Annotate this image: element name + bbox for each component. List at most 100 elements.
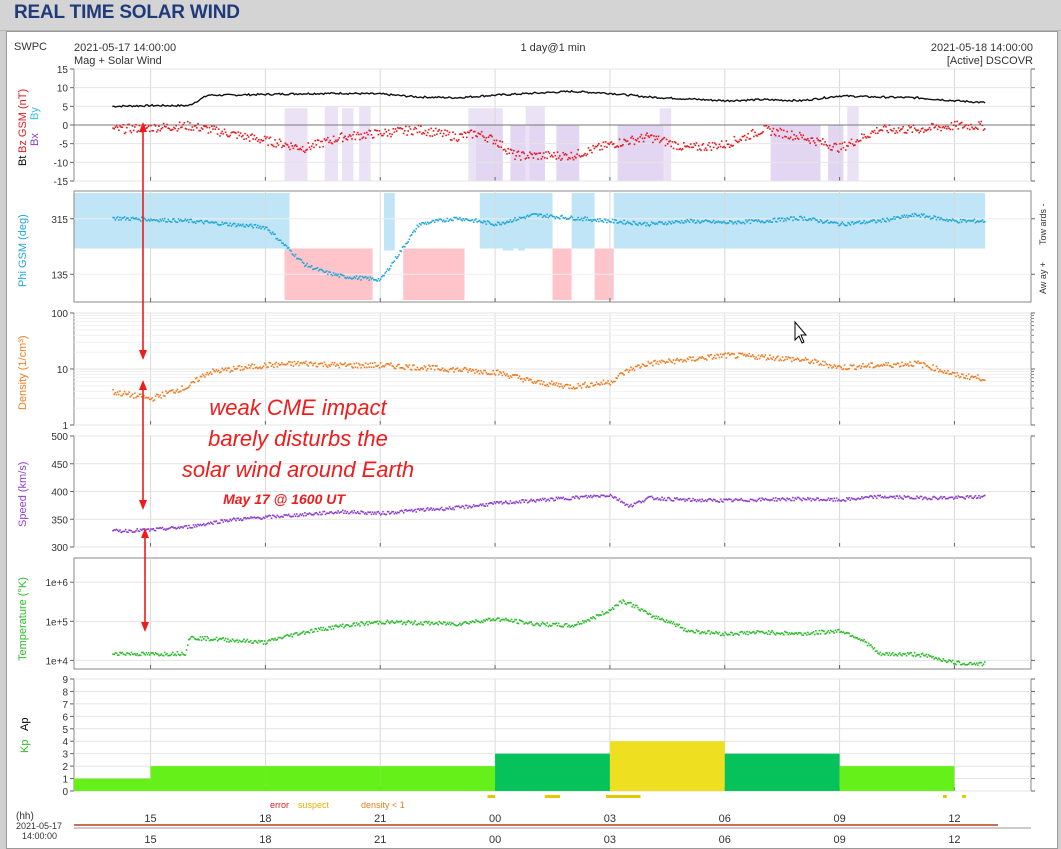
phi-series-point	[919, 216, 922, 218]
temperature-series-point	[377, 623, 380, 625]
speed-series-point	[640, 501, 643, 504]
bz-series-point	[758, 133, 761, 136]
bz-series-point	[300, 148, 303, 151]
bz-series-point	[634, 138, 637, 141]
phi-series-point	[263, 227, 266, 230]
phi-series-point	[243, 225, 245, 228]
phi-series-point	[235, 225, 237, 228]
temperature-series-point	[422, 624, 424, 626]
kp-bar-15-18	[150, 766, 266, 791]
phi-series-point	[433, 221, 436, 224]
density-series-point	[861, 365, 863, 368]
speed-series-point	[889, 495, 892, 498]
speed-series-point	[549, 497, 552, 500]
density-series-point	[465, 368, 468, 371]
bz-series-point	[708, 141, 710, 144]
phi-series-point	[912, 215, 915, 218]
bz-series-point	[940, 129, 942, 132]
speed-series-point	[213, 520, 215, 523]
temperature-series-point	[641, 608, 644, 611]
phi-series-point	[206, 220, 209, 222]
density-series-point	[830, 364, 832, 367]
bz-series-point	[161, 126, 164, 129]
density-series-point	[765, 359, 768, 361]
bz-series-point	[795, 135, 798, 137]
density-series-point	[884, 364, 886, 366]
phi-series-point	[545, 216, 547, 218]
bz-series-point	[880, 129, 883, 131]
density-series-point	[120, 394, 122, 397]
phi-series-point	[238, 224, 241, 227]
temperature-series-point	[545, 624, 547, 627]
temperature-series-point	[944, 660, 947, 662]
temperature-series-point	[321, 629, 323, 631]
speed-series-point	[740, 497, 743, 500]
bz-series-point	[457, 138, 460, 141]
speed-series-point	[423, 510, 426, 512]
bz-series-point	[878, 130, 880, 132]
density-series-point	[716, 353, 718, 356]
bz-south-shade-b6	[659, 108, 672, 181]
phi-series-point	[763, 221, 766, 224]
bz-series-point	[681, 148, 684, 150]
density-series-point	[825, 363, 828, 365]
temperature-series-point	[447, 623, 450, 626]
speed-series-point	[321, 513, 323, 516]
density-series-point	[532, 382, 535, 385]
temperature-series-point	[827, 629, 830, 632]
temperature-series-point	[290, 633, 292, 636]
temperature-series-point	[258, 639, 260, 642]
bz-series-point	[153, 123, 156, 126]
density-series-point	[807, 358, 809, 361]
density-series-point	[539, 383, 542, 385]
density-series-point	[983, 379, 986, 382]
speed-series-point	[650, 495, 653, 498]
bz-series-point	[331, 142, 334, 145]
temperature-series-point	[743, 631, 746, 634]
temperature-series-point	[970, 661, 972, 664]
density-series-point	[112, 388, 114, 391]
speed-series-point	[281, 515, 283, 518]
density-series-point	[946, 372, 948, 374]
phi-series-point	[467, 219, 469, 221]
temperature-series-point	[981, 664, 984, 667]
speed-series-point	[689, 500, 692, 502]
temperature-series-point	[847, 632, 849, 634]
phi-series-point	[680, 219, 683, 222]
bz-series-point	[819, 140, 822, 142]
temperature-series-point	[691, 629, 693, 632]
phi-series-point	[126, 217, 128, 219]
phi-series-point	[340, 273, 343, 276]
phi-series-point	[307, 266, 310, 268]
density-series-point	[975, 377, 978, 379]
speed-series-point	[617, 499, 620, 502]
temperature-series-point	[227, 638, 229, 640]
phi-series-point	[478, 219, 481, 222]
temperature-series-point	[951, 659, 954, 662]
speed-series-point	[433, 509, 436, 511]
density-series-point	[952, 372, 955, 374]
temperature-series-point	[155, 653, 158, 655]
bz-series-point	[479, 133, 482, 136]
bz-series-point	[532, 157, 535, 159]
phi-series-point	[511, 220, 514, 223]
density-series-point	[416, 366, 419, 369]
bz-series-point	[251, 133, 253, 135]
density-series-point	[722, 353, 724, 356]
density-series-point	[847, 368, 849, 370]
speed-series-point	[514, 502, 516, 505]
temperature-series-point	[345, 624, 348, 626]
density-series-point	[743, 353, 746, 356]
speed-series-point	[625, 503, 628, 506]
temperature-series-point	[474, 621, 476, 624]
density-series-point	[639, 367, 641, 369]
phi-series-point	[564, 216, 567, 219]
temperature-series-point	[468, 623, 470, 625]
density-series-point	[720, 356, 723, 358]
temperature-series-point	[251, 642, 253, 645]
bz-series-point	[469, 129, 472, 132]
temperature-series-point	[407, 620, 410, 622]
speed-series-point	[421, 508, 423, 511]
phi-series-point	[733, 221, 736, 224]
